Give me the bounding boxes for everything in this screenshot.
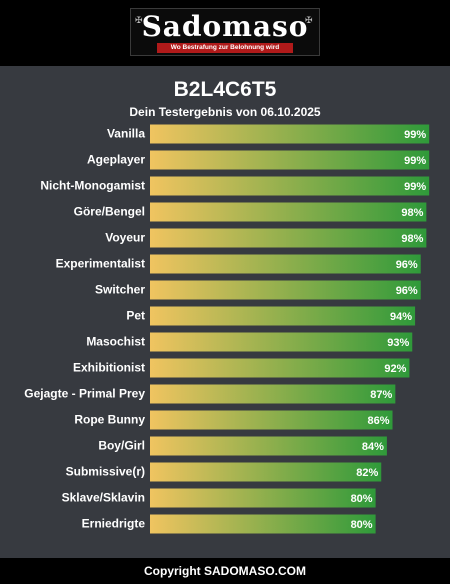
value-label: 84% [362,441,384,453]
value-label: 80% [351,519,373,531]
category-label: Gejagte - Primal Prey [24,387,145,401]
value-label: 82% [356,467,378,479]
category-label: Boy/Girl [98,439,145,453]
result-bar [150,332,413,352]
result-bar-chart: Vanilla 99% Ageplayer 99% Nicht-Monogamist 99… [24,124,430,534]
result-bar [150,150,430,170]
category-label: Submissive(r) [66,465,145,479]
category-label: Göre/Bengel [74,205,145,219]
result-bar [150,514,376,534]
result-bar [150,254,421,274]
site-footer: Copyright SADOMASO.COM [0,558,450,584]
value-label: 98% [401,207,423,219]
site-logo[interactable]: ✠ ✠ Sadomaso Wo Bestrafung zur Belohnung… [130,8,320,56]
value-label: 99% [404,181,426,193]
result-bar [150,280,421,300]
value-label: 80% [351,493,373,505]
category-label: Erniedrigte [82,517,146,531]
ornament-icon: ✠ [305,15,313,25]
value-label: 86% [367,415,389,427]
category-label: Ageplayer [87,153,145,167]
value-label: 93% [387,337,409,349]
result-bar [150,202,427,222]
value-label: 96% [396,285,418,297]
value-label: 99% [404,129,426,141]
result-date-subtitle: Dein Testergebnis von 06.10.2025 [129,105,321,119]
result-bar [150,358,410,378]
result-bar [150,124,430,144]
copyright-text: Copyright SADOMASO.COM [144,564,306,578]
result-bar [150,410,393,430]
value-label: 92% [384,363,406,375]
category-label: Voyeur [105,231,145,245]
ornament-icon: ✠ [135,15,143,25]
result-bar [150,462,382,482]
value-label: 96% [396,259,418,271]
result-bar [150,176,430,196]
site-header: ✠ ✠ Sadomaso Wo Bestrafung zur Belohnung… [0,0,450,66]
value-label: 98% [401,233,423,245]
result-bar [150,384,396,404]
category-label: Sklave/Sklavin [62,491,145,505]
logo-wordmark: Sadomaso [141,10,309,43]
category-label: Rope Bunny [74,413,145,427]
category-label: Switcher [95,283,145,297]
category-label: Vanilla [107,127,145,141]
page-title: B2L4C6T5 [173,78,277,101]
category-label: Exhibitionist [73,361,145,375]
result-bar [150,488,376,508]
logo-tagline: Wo Bestrafung zur Belohnung wird [157,43,293,53]
category-label: Masochist [86,335,145,349]
category-label: Nicht-Monogamist [40,179,145,193]
result-bar [150,306,416,326]
value-label: 94% [390,311,412,323]
category-label: Pet [126,309,145,323]
category-label: Experimentalist [56,257,145,271]
result-bar [150,228,427,248]
result-bar [150,436,387,456]
value-label: 99% [404,155,426,167]
value-label: 87% [370,389,392,401]
